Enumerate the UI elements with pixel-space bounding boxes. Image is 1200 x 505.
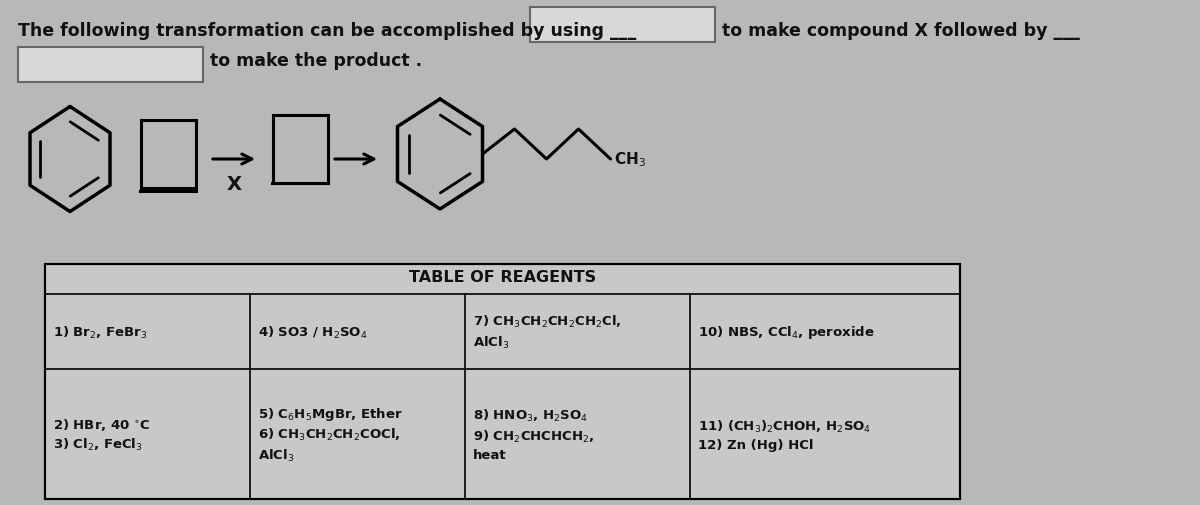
Text: 2) HBr, 40 $^{\circ}$C
3) Cl$_2$, FeCl$_3$: 2) HBr, 40 $^{\circ}$C 3) Cl$_2$, FeCl$_… [53,416,150,452]
Text: CH$_3$: CH$_3$ [614,150,647,169]
Bar [46,265,960,499]
Bar [18,48,203,83]
Text: TABLE OF REAGENTS: TABLE OF REAGENTS [409,270,596,284]
Text: 10) NBS, CCl$_4$, peroxide: 10) NBS, CCl$_4$, peroxide [698,323,875,340]
Text: X: X [227,175,241,193]
Text: 11) (CH$_3$)$_2$CHOH, H$_2$SO$_4$
12) Zn (Hg) HCl: 11) (CH$_3$)$_2$CHOH, H$_2$SO$_4$ 12) Zn… [698,418,871,450]
Text: 5) C$_6$H$_5$MgBr, Ether
6) CH$_3$CH$_2$CH$_2$COCl,
AlCl$_3$: 5) C$_6$H$_5$MgBr, Ether 6) CH$_3$CH$_2$… [258,405,403,464]
Text: 8) HNO$_3$, H$_2$SO$_4$
9) CH$_2$CHCHCH$_2$,
heat: 8) HNO$_3$, H$_2$SO$_4$ 9) CH$_2$CHCHCH$… [473,407,595,461]
Bar [530,8,715,43]
Bar [272,116,328,184]
Text: 7) CH$_3$CH$_2$CH$_2$CH$_2$Cl,
AlCl$_3$: 7) CH$_3$CH$_2$CH$_2$CH$_2$Cl, AlCl$_3$ [473,314,622,350]
Bar [46,265,960,499]
Text: 1) Br$_2$, FeBr$_3$: 1) Br$_2$, FeBr$_3$ [53,324,148,340]
Text: The following transformation can be accomplished by using ___: The following transformation can be acco… [18,22,636,40]
Text: to make the product .: to make the product . [210,52,422,70]
Text: to make compound X followed by ___: to make compound X followed by ___ [722,22,1080,40]
Text: 4) SO3 / H$_2$SO$_4$: 4) SO3 / H$_2$SO$_4$ [258,324,367,340]
Bar [140,121,196,189]
